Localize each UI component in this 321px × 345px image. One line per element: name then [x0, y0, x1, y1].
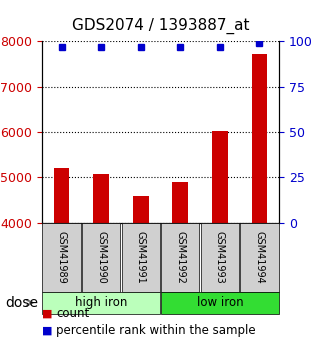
Bar	[172, 182, 188, 223]
Bar	[133, 196, 149, 223]
Text: high iron: high iron	[75, 296, 127, 309]
Bar	[54, 168, 69, 223]
Text: GSM41992: GSM41992	[175, 230, 185, 284]
Bar	[93, 174, 109, 223]
Text: count: count	[56, 307, 90, 321]
Text: GSM41994: GSM41994	[255, 231, 265, 283]
Text: GDS2074 / 1393887_at: GDS2074 / 1393887_at	[72, 18, 249, 34]
Text: ■: ■	[42, 309, 52, 319]
Text: low iron: low iron	[196, 296, 243, 309]
Text: GSM41993: GSM41993	[215, 231, 225, 283]
Bar	[212, 131, 228, 223]
Text: percentile rank within the sample: percentile rank within the sample	[56, 324, 256, 337]
Text: GSM41990: GSM41990	[96, 231, 106, 283]
Text: GSM41989: GSM41989	[56, 231, 66, 283]
Text: GSM41991: GSM41991	[136, 231, 146, 283]
Text: ■: ■	[42, 326, 52, 335]
Bar	[252, 54, 267, 223]
Text: dose: dose	[5, 296, 38, 310]
